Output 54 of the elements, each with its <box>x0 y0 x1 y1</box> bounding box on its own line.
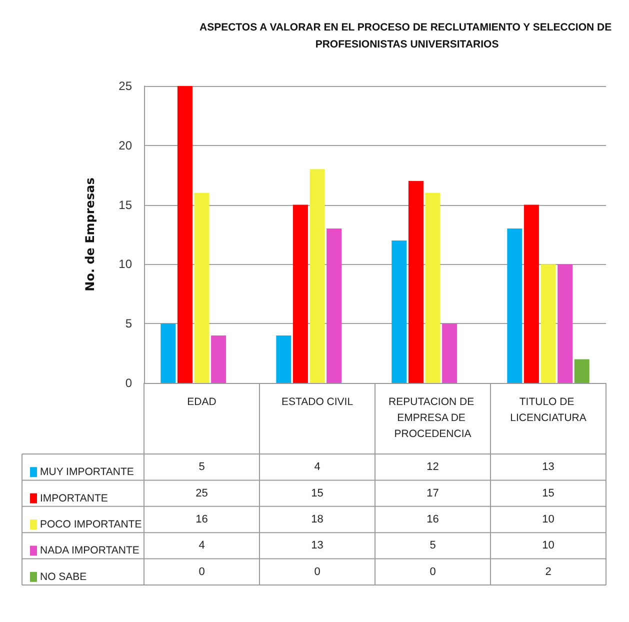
bar <box>160 324 176 383</box>
data-label: 16 <box>426 514 439 526</box>
data-label: 17 <box>426 487 439 500</box>
bar <box>194 192 210 383</box>
data-label: 0 <box>314 566 320 578</box>
legend-label: NO SABE <box>40 570 87 583</box>
data-label: 10 <box>542 514 554 526</box>
bar <box>558 264 573 383</box>
data-label: 18 <box>311 514 324 526</box>
chart-title: ASPECTOS A VALORAR EN EL PROCESO DE RECLUTAMIENTO Y SELECCION DE PROFESIONISTAS UNIVERSITARIOS <box>199 22 615 50</box>
y-tick-label: 25 <box>118 79 132 93</box>
y-tick-label: 10 <box>118 257 132 272</box>
data-label: 13 <box>542 461 554 474</box>
bar <box>326 228 342 383</box>
legend-label: NADA IMPORTANTE <box>40 544 140 557</box>
data-label: 12 <box>426 461 439 474</box>
data-label: 0 <box>198 566 205 578</box>
data-label: 16 <box>196 514 208 526</box>
bar <box>392 240 407 383</box>
y-tick-label: 5 <box>125 316 132 331</box>
bar <box>524 204 539 383</box>
bar <box>540 264 556 383</box>
data-label: 4 <box>314 461 320 474</box>
data-label: 5 <box>430 540 436 552</box>
legend-label: MUY IMPORTANTE <box>40 466 134 478</box>
x-tick-label: TITULO DE LICENCIATURA <box>510 396 586 424</box>
bar <box>310 169 325 383</box>
bar <box>425 192 440 383</box>
bar <box>507 228 522 383</box>
data-label: 0 <box>430 566 436 578</box>
bar <box>442 324 458 383</box>
legend-label: POCO IMPORTANTE <box>40 518 142 530</box>
y-tick-label: 20 <box>118 138 132 152</box>
legend-label: IMPORTANTE <box>40 492 108 504</box>
bar <box>292 204 308 383</box>
data-label: 2 <box>545 566 552 578</box>
bar <box>177 86 192 383</box>
x-tick-label: EDAD <box>187 396 217 408</box>
x-tick-label: REPUTACION DE EMPRESA DE PROCEDENCIA <box>388 396 477 440</box>
data-label: 10 <box>542 540 554 552</box>
y-axis-title: No. de Empresas <box>83 178 97 292</box>
data-label: 15 <box>542 487 554 500</box>
x-tick-label: ESTADO CIVIL <box>281 396 354 408</box>
bar <box>276 335 292 383</box>
data-label: 25 <box>196 487 208 500</box>
bar <box>574 359 590 383</box>
bar <box>211 335 226 383</box>
bar <box>408 181 424 383</box>
data-label: 15 <box>311 487 324 500</box>
y-tick-label: 15 <box>118 198 132 212</box>
data-label: 4 <box>198 540 205 552</box>
data-label: 13 <box>311 540 324 552</box>
y-tick-label: 0 <box>125 376 132 390</box>
data-label: 5 <box>198 461 205 474</box>
